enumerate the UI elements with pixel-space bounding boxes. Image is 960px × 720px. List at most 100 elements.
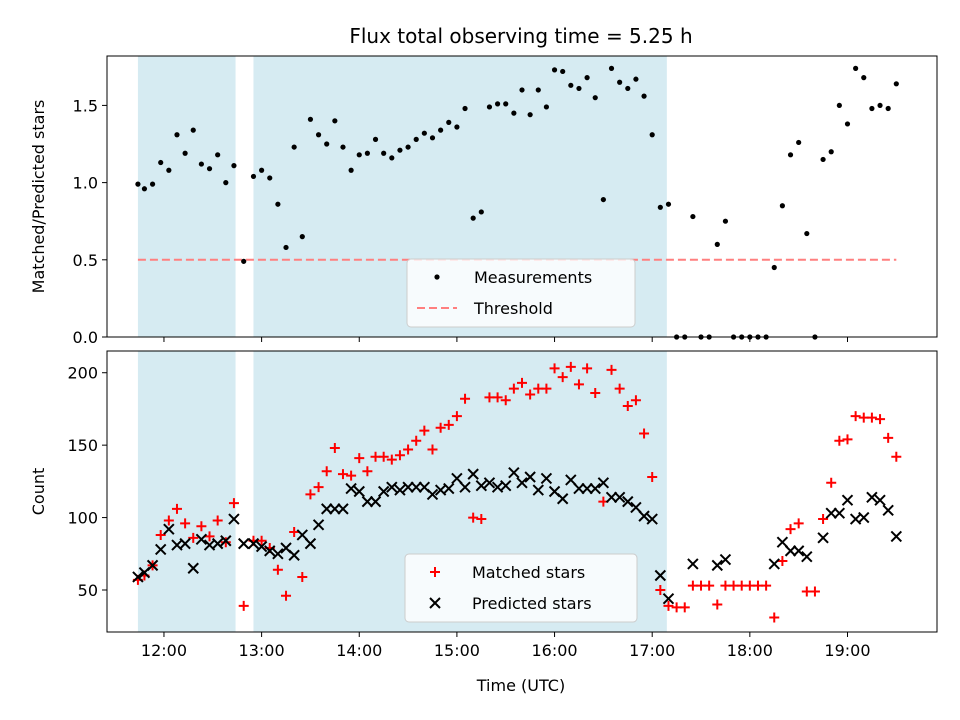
data-point [426, 488, 439, 501]
data-point [761, 580, 772, 591]
data-point [719, 553, 732, 566]
data-point [324, 141, 330, 147]
data-point [646, 513, 658, 525]
data-point [866, 491, 878, 504]
observing-window [137, 56, 236, 337]
data-point [858, 511, 870, 524]
data-point [494, 101, 501, 107]
data-point [801, 550, 813, 563]
data-point [769, 612, 780, 623]
data-point [503, 101, 509, 107]
data-point [779, 203, 785, 209]
series-matched-stars [132, 361, 902, 623]
data-point [237, 537, 250, 550]
data-point [582, 363, 593, 374]
legend-box [406, 258, 636, 328]
data-point [275, 201, 281, 207]
data-point [875, 414, 886, 425]
data-point [397, 147, 403, 153]
data-point [307, 116, 314, 122]
data-point [836, 102, 842, 109]
data-point [508, 466, 520, 479]
data-point [844, 121, 851, 127]
legend-marker [430, 567, 440, 577]
data-point [402, 481, 414, 493]
data-point [600, 196, 606, 203]
data-point [657, 204, 663, 210]
data-point [429, 135, 436, 141]
data-point [443, 482, 455, 495]
data-point [516, 477, 528, 489]
data-point [288, 549, 300, 561]
data-point [639, 428, 650, 439]
axis-ticks: 50 100 150 200 12:00 13:00 14:00 15:00 16:00 17:0… [67, 364, 870, 660]
axes-frame [106, 55, 938, 338]
data-point [592, 95, 598, 101]
x-tick-label: 12:00 [141, 641, 187, 660]
data-point [337, 503, 349, 515]
data-point [421, 130, 427, 136]
data-point [182, 150, 188, 156]
data-point [492, 392, 503, 403]
data-point [451, 472, 463, 485]
data-point [476, 514, 487, 525]
observing-window [137, 351, 236, 632]
x-tick-label: 15:00 [434, 641, 480, 660]
data-point [353, 485, 365, 498]
axes-frame [106, 350, 938, 633]
data-point [354, 453, 365, 464]
data-point [475, 479, 488, 492]
data-point [792, 545, 805, 557]
data-point [866, 412, 877, 423]
y-tick-label: 0.0 [73, 328, 98, 347]
y-tick-label: 100 [67, 509, 98, 528]
y-tick-label: 50 [78, 581, 98, 600]
data-point [155, 529, 166, 540]
data-point [195, 533, 208, 546]
data-point [622, 495, 634, 508]
data-point [589, 482, 601, 495]
data-point [264, 545, 276, 557]
data-point [649, 132, 655, 138]
data-point [841, 494, 854, 506]
y-axis-label: Count [29, 468, 48, 516]
data-point [573, 482, 585, 495]
data-point [722, 218, 729, 224]
y-tick-label: 1.5 [73, 96, 98, 115]
data-point [877, 102, 883, 109]
data-point [891, 451, 902, 462]
legend-label: Measurements [474, 268, 592, 287]
data-point [272, 548, 284, 560]
data-point [882, 504, 894, 517]
data-point [305, 489, 316, 500]
legend-marker [434, 274, 440, 280]
data-point [362, 466, 373, 477]
data-point [223, 180, 229, 186]
data-point [241, 258, 247, 264]
data-point [638, 510, 650, 522]
data-point [247, 537, 260, 550]
data-point [687, 558, 699, 570]
data-point [377, 485, 390, 498]
data-point [231, 163, 237, 169]
data-point [893, 81, 899, 87]
data-point [828, 149, 834, 155]
data-point [535, 87, 541, 93]
data-point [549, 363, 560, 374]
data-point [238, 600, 249, 611]
data-point [267, 175, 273, 181]
data-point [321, 466, 332, 477]
legend-label: Matched stars [472, 563, 585, 582]
data-point [543, 104, 550, 110]
data-point [581, 482, 593, 495]
data-point [663, 600, 674, 611]
data-point [869, 105, 875, 112]
data-point [171, 503, 182, 514]
data-point [163, 515, 174, 526]
data-point [817, 532, 829, 544]
data-point [662, 592, 675, 605]
data-point [179, 537, 191, 550]
data-point [361, 495, 374, 508]
data-point [560, 68, 566, 75]
